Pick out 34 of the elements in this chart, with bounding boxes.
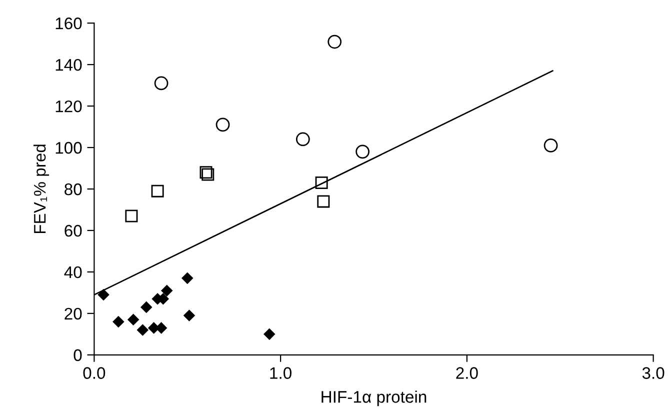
point (328, 34, 342, 49)
y-axis-title: FEV₁% pred (33, 144, 50, 234)
point (140, 302, 152, 313)
y-tick-label: 140 (56, 58, 82, 71)
point (98, 289, 110, 300)
x-axis-title: HIF-1α protein (322, 390, 426, 406)
x-tick-label: 3.0 (642, 367, 664, 379)
y-tick-label: 120 (56, 100, 82, 112)
point (315, 176, 328, 190)
y-tick-label: 20 (64, 308, 82, 320)
y-tick-label: 40 (64, 266, 82, 278)
x-tick-label: 0.0 (83, 367, 106, 379)
point (544, 138, 558, 152)
point (125, 210, 138, 222)
point (216, 118, 230, 132)
point (137, 324, 148, 336)
y-tick-label: 100 (56, 142, 82, 154)
point (161, 285, 172, 296)
y-tick-label: 0 (74, 349, 82, 362)
point (356, 144, 370, 159)
point (154, 76, 168, 90)
point (151, 184, 164, 198)
point (296, 132, 310, 146)
y-tick-label: 160 (56, 18, 82, 30)
y-tick-label: 80 (64, 183, 82, 196)
x-tick-label: 1.0 (270, 367, 292, 379)
point (264, 328, 275, 340)
x-tick-label: 2.0 (456, 367, 478, 379)
point (128, 314, 139, 326)
point (184, 310, 195, 322)
point (182, 272, 193, 284)
point (317, 195, 330, 208)
point (112, 316, 124, 328)
y-tick-label: 60 (64, 224, 82, 237)
